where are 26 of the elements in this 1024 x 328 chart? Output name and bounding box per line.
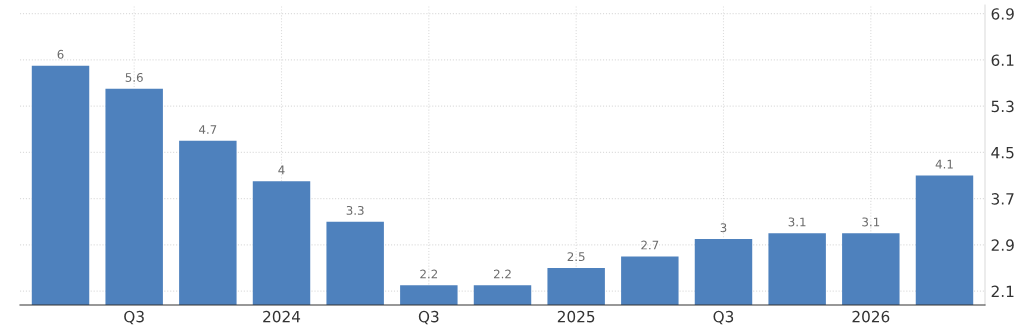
data-label: 2.7	[641, 240, 659, 250]
x-tick-label: 2024	[263, 310, 301, 323]
y-tick-label: 2.9	[991, 239, 1014, 251]
data-label: 3	[720, 223, 727, 233]
data-label: 4.7	[199, 125, 217, 134]
data-label: 4	[278, 165, 285, 175]
data-label: 2.2	[493, 269, 511, 279]
x-tick-label: 2025	[557, 310, 595, 323]
y-tick-label: 5.3	[991, 100, 1014, 113]
data-label: 3.1	[862, 217, 880, 227]
x-tick-label: Q3	[124, 310, 144, 325]
x-tick-label: Q3	[418, 310, 439, 325]
data-label: 6	[57, 49, 64, 59]
y-tick-label: 6.1	[991, 54, 1014, 66]
y-tick-label: 2.1	[991, 285, 1014, 297]
data-label: 3.1	[788, 217, 806, 227]
y-tick-label: 3.7	[991, 193, 1014, 205]
x-tick-label: 2026	[852, 310, 890, 323]
data-label: 2.5	[567, 252, 585, 262]
data-label: 4.1	[935, 159, 953, 169]
y-tick-label: 4.5	[991, 147, 1014, 159]
data-label: 5.6	[125, 72, 143, 82]
x-tick-label: Q3	[713, 310, 734, 325]
data-label: 3.3	[346, 205, 364, 215]
y-tick-label: 6.9	[991, 8, 1014, 20]
data-label: 2.2	[420, 269, 438, 279]
